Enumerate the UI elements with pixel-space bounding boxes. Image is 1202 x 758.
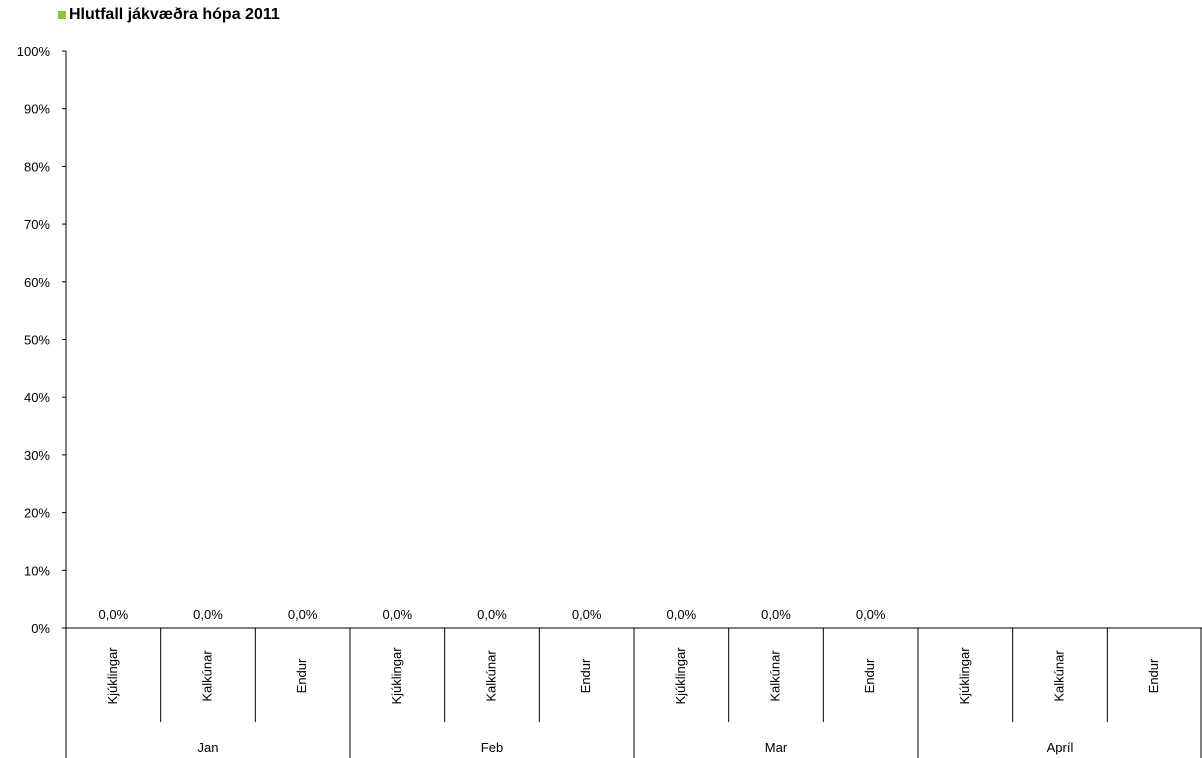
y-tick-label: 90% bbox=[24, 102, 50, 117]
x-category-label: Kalkúnar bbox=[767, 650, 782, 702]
legend-label: Hlutfall jákvæðra hópa 2011 bbox=[69, 6, 280, 23]
x-category-label: Kjúklingar bbox=[673, 647, 688, 705]
x-category-label: Kalkúnar bbox=[1051, 650, 1066, 702]
x-group-label: Mar bbox=[765, 740, 788, 755]
data-label: 0,0% bbox=[572, 607, 602, 622]
data-label: 0,0% bbox=[193, 607, 223, 622]
x-category-label: Endur bbox=[578, 658, 593, 693]
y-tick-label: 0% bbox=[31, 621, 50, 636]
x-category-label: Endur bbox=[1146, 658, 1161, 693]
y-tick-label: 20% bbox=[24, 506, 50, 521]
x-category-label: Kjúklingar bbox=[389, 647, 404, 705]
y-tick-label: 60% bbox=[24, 275, 50, 290]
y-tick-label: 30% bbox=[24, 448, 50, 463]
x-category-label: Endur bbox=[294, 658, 309, 693]
data-label: 0,0% bbox=[761, 607, 791, 622]
x-category-label: Endur bbox=[862, 658, 877, 693]
data-label: 0,0% bbox=[856, 607, 886, 622]
y-tick-label: 40% bbox=[24, 390, 50, 405]
legend: Hlutfall jákvæðra hópa 2011 bbox=[58, 6, 280, 24]
y-tick-label: 50% bbox=[24, 333, 50, 348]
y-tick-label: 10% bbox=[24, 563, 50, 578]
x-category-label: Kalkúnar bbox=[483, 650, 498, 702]
x-category-label: Kjúklingar bbox=[105, 647, 120, 705]
y-tick-label: 70% bbox=[24, 217, 50, 232]
data-label: 0,0% bbox=[667, 607, 697, 622]
data-label: 0,0% bbox=[477, 607, 507, 622]
x-category-label: Kalkúnar bbox=[199, 650, 214, 702]
x-group-label: Jan bbox=[198, 740, 219, 755]
x-group-label: Feb bbox=[481, 740, 503, 755]
x-group-label: Apríl bbox=[1047, 740, 1074, 755]
data-label: 0,0% bbox=[288, 607, 318, 622]
y-tick-label: 100% bbox=[17, 44, 51, 59]
x-category-label: Kjúklingar bbox=[957, 647, 972, 705]
y-tick-label: 80% bbox=[24, 159, 50, 174]
legend-swatch bbox=[58, 11, 66, 19]
data-label: 0,0% bbox=[383, 607, 413, 622]
data-label: 0,0% bbox=[99, 607, 129, 622]
